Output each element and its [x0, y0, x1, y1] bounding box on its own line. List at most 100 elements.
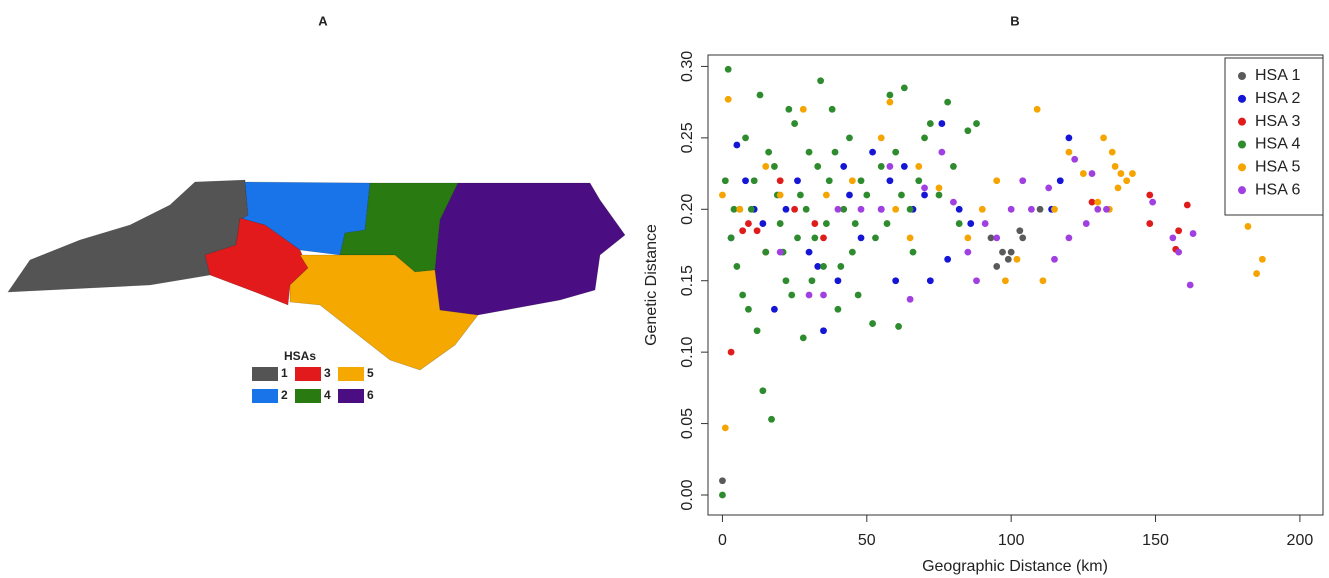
point — [814, 163, 822, 170]
point — [791, 205, 799, 213]
point — [900, 84, 908, 92]
point — [892, 148, 900, 156]
point — [814, 263, 822, 270]
point — [719, 477, 726, 485]
x-tick-label: 100 — [998, 532, 1025, 549]
point — [921, 191, 928, 199]
point — [747, 205, 755, 213]
point — [1065, 234, 1073, 242]
point — [981, 220, 989, 227]
point — [877, 134, 885, 142]
legend-label: 6 — [367, 388, 374, 402]
point — [921, 184, 928, 192]
point — [935, 191, 943, 199]
point — [955, 205, 963, 213]
point — [1186, 281, 1194, 289]
legend-title: HSAs — [284, 349, 316, 363]
point — [938, 120, 946, 127]
point — [733, 141, 741, 149]
point — [799, 334, 807, 342]
point — [877, 163, 885, 170]
point — [1169, 234, 1177, 242]
point — [883, 220, 891, 227]
point — [782, 277, 790, 285]
legend-marker — [1238, 117, 1246, 126]
point — [805, 248, 813, 256]
point — [892, 277, 900, 285]
point — [802, 205, 810, 213]
point — [1146, 191, 1154, 199]
point — [820, 263, 827, 270]
legend-marker — [1238, 186, 1246, 195]
point — [999, 248, 1006, 256]
point — [926, 120, 934, 127]
point — [1016, 227, 1024, 235]
point — [721, 424, 729, 432]
point — [794, 177, 801, 185]
point — [869, 148, 876, 156]
point — [944, 255, 952, 263]
legend-label: HSA 6 — [1255, 181, 1300, 198]
point — [863, 191, 871, 199]
point — [1253, 270, 1260, 277]
point — [730, 205, 738, 213]
point — [1175, 227, 1183, 235]
point — [1088, 198, 1096, 206]
point — [828, 105, 836, 113]
point — [805, 148, 813, 156]
point — [776, 220, 784, 227]
point — [846, 191, 853, 199]
point — [727, 348, 735, 356]
legend-swatch — [338, 389, 364, 403]
point — [1065, 134, 1073, 142]
x-tick-label: 0 — [718, 532, 727, 549]
legend-label: HSA 1 — [1255, 67, 1300, 84]
point — [1007, 205, 1015, 213]
point — [1082, 220, 1090, 227]
legend-marker — [1238, 72, 1246, 80]
legend-label: HSA 2 — [1255, 90, 1300, 107]
point — [776, 191, 784, 199]
point — [1258, 255, 1266, 263]
point — [1051, 255, 1058, 263]
point — [872, 234, 879, 242]
point — [837, 263, 845, 270]
point — [771, 305, 778, 313]
x-tick-label: 200 — [1287, 532, 1314, 549]
point — [739, 227, 747, 235]
point — [724, 65, 732, 73]
panel-title: A — [318, 13, 328, 28]
point — [978, 205, 986, 213]
legend-swatch — [252, 367, 278, 381]
point — [987, 234, 995, 242]
point — [900, 163, 908, 170]
point — [950, 163, 957, 170]
map-legend: 1 2 3 4 5 6 — [252, 366, 374, 403]
point — [820, 327, 827, 335]
scatter: 0 50 100 150 200 0.00 0.05 0.10 0.15 0.20 0.25 0.30… — [679, 51, 1324, 549]
point — [771, 163, 778, 170]
point — [805, 291, 813, 299]
point — [811, 220, 819, 227]
point — [719, 191, 726, 199]
point — [1001, 277, 1009, 285]
legend-label: 2 — [281, 388, 288, 402]
point — [724, 95, 732, 103]
point — [745, 305, 752, 313]
point — [721, 177, 729, 185]
point — [736, 205, 744, 213]
point — [840, 205, 848, 213]
point — [886, 177, 894, 185]
point — [1183, 201, 1191, 209]
point — [1114, 184, 1122, 192]
legend-label: 5 — [367, 366, 374, 380]
legend-label: 3 — [324, 366, 331, 380]
point — [1123, 177, 1131, 185]
point — [1117, 170, 1125, 177]
point — [739, 291, 747, 299]
point — [950, 198, 957, 206]
point — [926, 277, 934, 285]
region — [289, 254, 479, 371]
point — [846, 134, 853, 142]
panel-title: B — [1010, 13, 1019, 28]
